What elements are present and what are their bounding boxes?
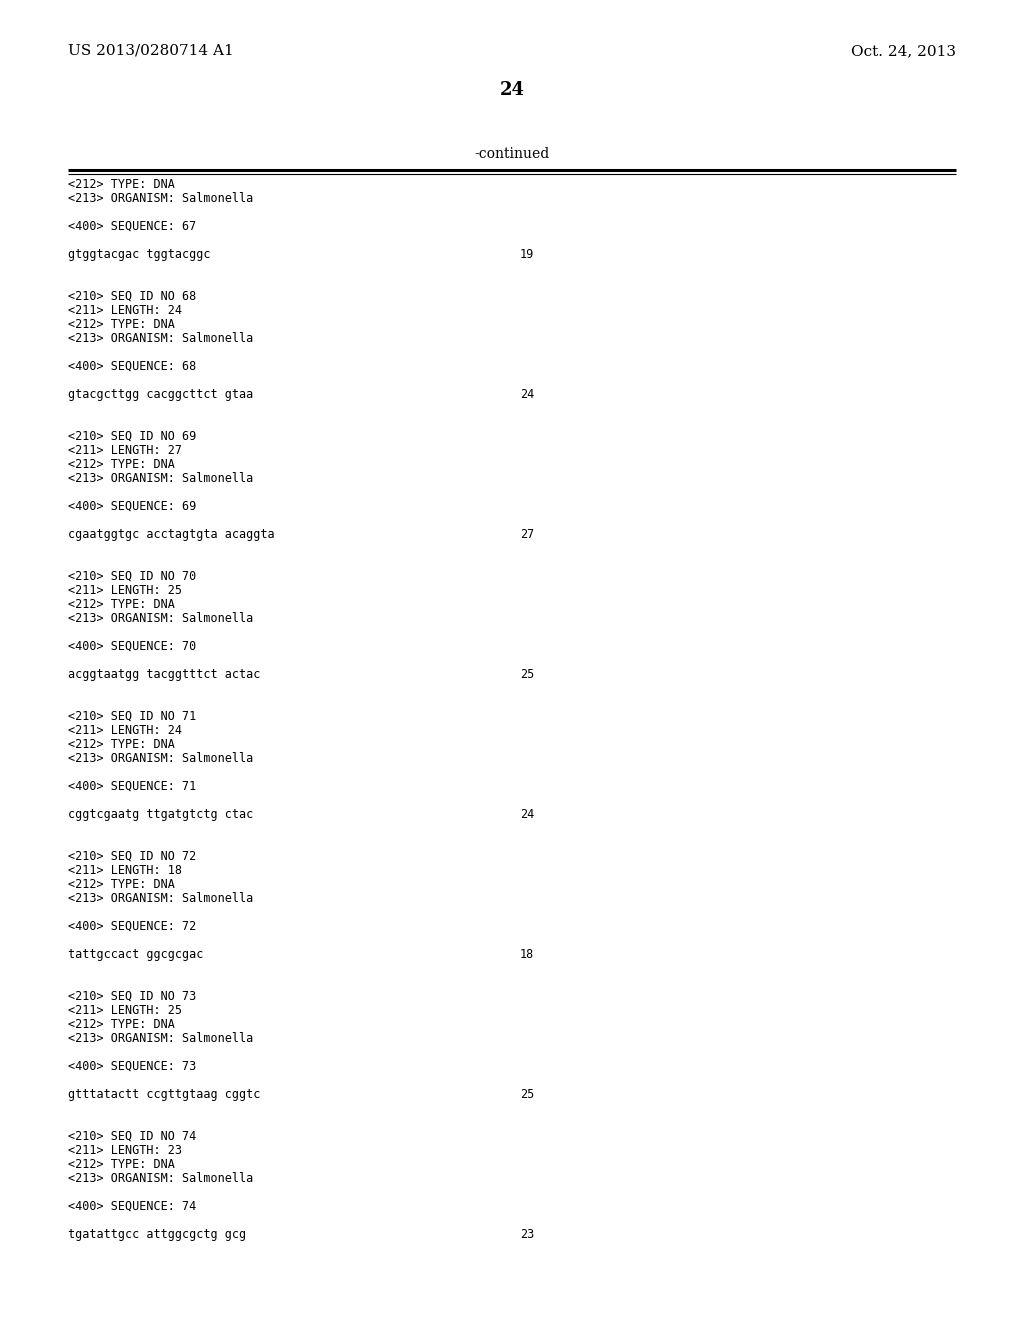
Text: <210> SEQ ID NO 73: <210> SEQ ID NO 73: [68, 990, 197, 1003]
Text: <212> TYPE: DNA: <212> TYPE: DNA: [68, 878, 175, 891]
Text: <213> ORGANISM: Salmonella: <213> ORGANISM: Salmonella: [68, 752, 253, 766]
Text: gtttatactt ccgttgtaag cggtc: gtttatactt ccgttgtaag cggtc: [68, 1088, 260, 1101]
Text: <210> SEQ ID NO 71: <210> SEQ ID NO 71: [68, 710, 197, 723]
Text: <213> ORGANISM: Salmonella: <213> ORGANISM: Salmonella: [68, 333, 253, 345]
Text: <212> TYPE: DNA: <212> TYPE: DNA: [68, 1018, 175, 1031]
Text: <211> LENGTH: 24: <211> LENGTH: 24: [68, 723, 182, 737]
Text: 24: 24: [520, 388, 535, 401]
Text: <400> SEQUENCE: 69: <400> SEQUENCE: 69: [68, 500, 197, 513]
Text: <400> SEQUENCE: 67: <400> SEQUENCE: 67: [68, 220, 197, 234]
Text: -continued: -continued: [474, 147, 550, 161]
Text: <213> ORGANISM: Salmonella: <213> ORGANISM: Salmonella: [68, 1172, 253, 1185]
Text: tattgccact ggcgcgac: tattgccact ggcgcgac: [68, 948, 204, 961]
Text: <211> LENGTH: 25: <211> LENGTH: 25: [68, 1005, 182, 1016]
Text: <210> SEQ ID NO 74: <210> SEQ ID NO 74: [68, 1130, 197, 1143]
Text: <400> SEQUENCE: 73: <400> SEQUENCE: 73: [68, 1060, 197, 1073]
Text: <400> SEQUENCE: 71: <400> SEQUENCE: 71: [68, 780, 197, 793]
Text: <212> TYPE: DNA: <212> TYPE: DNA: [68, 738, 175, 751]
Text: <213> ORGANISM: Salmonella: <213> ORGANISM: Salmonella: [68, 191, 253, 205]
Text: <213> ORGANISM: Salmonella: <213> ORGANISM: Salmonella: [68, 892, 253, 906]
Text: <212> TYPE: DNA: <212> TYPE: DNA: [68, 318, 175, 331]
Text: <211> LENGTH: 24: <211> LENGTH: 24: [68, 304, 182, 317]
Text: acggtaatgg tacggtttct actac: acggtaatgg tacggtttct actac: [68, 668, 260, 681]
Text: tgatattgcc attggcgctg gcg: tgatattgcc attggcgctg gcg: [68, 1228, 246, 1241]
Text: US 2013/0280714 A1: US 2013/0280714 A1: [68, 44, 233, 58]
Text: <212> TYPE: DNA: <212> TYPE: DNA: [68, 1158, 175, 1171]
Text: 23: 23: [520, 1228, 535, 1241]
Text: gtggtacgac tggtacggc: gtggtacgac tggtacggc: [68, 248, 211, 261]
Text: <400> SEQUENCE: 68: <400> SEQUENCE: 68: [68, 360, 197, 374]
Text: 18: 18: [520, 948, 535, 961]
Text: <400> SEQUENCE: 72: <400> SEQUENCE: 72: [68, 920, 197, 933]
Text: 24: 24: [500, 81, 524, 99]
Text: <210> SEQ ID NO 68: <210> SEQ ID NO 68: [68, 290, 197, 304]
Text: 19: 19: [520, 248, 535, 261]
Text: 25: 25: [520, 1088, 535, 1101]
Text: <211> LENGTH: 27: <211> LENGTH: 27: [68, 444, 182, 457]
Text: <212> TYPE: DNA: <212> TYPE: DNA: [68, 178, 175, 191]
Text: cggtcgaatg ttgatgtctg ctac: cggtcgaatg ttgatgtctg ctac: [68, 808, 253, 821]
Text: <210> SEQ ID NO 70: <210> SEQ ID NO 70: [68, 570, 197, 583]
Text: <212> TYPE: DNA: <212> TYPE: DNA: [68, 598, 175, 611]
Text: <213> ORGANISM: Salmonella: <213> ORGANISM: Salmonella: [68, 1032, 253, 1045]
Text: <210> SEQ ID NO 72: <210> SEQ ID NO 72: [68, 850, 197, 863]
Text: 25: 25: [520, 668, 535, 681]
Text: <213> ORGANISM: Salmonella: <213> ORGANISM: Salmonella: [68, 612, 253, 624]
Text: <213> ORGANISM: Salmonella: <213> ORGANISM: Salmonella: [68, 473, 253, 484]
Text: Oct. 24, 2013: Oct. 24, 2013: [851, 44, 956, 58]
Text: <212> TYPE: DNA: <212> TYPE: DNA: [68, 458, 175, 471]
Text: <210> SEQ ID NO 69: <210> SEQ ID NO 69: [68, 430, 197, 444]
Text: <211> LENGTH: 25: <211> LENGTH: 25: [68, 583, 182, 597]
Text: 27: 27: [520, 528, 535, 541]
Text: 24: 24: [520, 808, 535, 821]
Text: <211> LENGTH: 18: <211> LENGTH: 18: [68, 865, 182, 876]
Text: gtacgcttgg cacggcttct gtaa: gtacgcttgg cacggcttct gtaa: [68, 388, 253, 401]
Text: cgaatggtgc acctagtgta acaggta: cgaatggtgc acctagtgta acaggta: [68, 528, 274, 541]
Text: <400> SEQUENCE: 70: <400> SEQUENCE: 70: [68, 640, 197, 653]
Text: <211> LENGTH: 23: <211> LENGTH: 23: [68, 1144, 182, 1158]
Text: <400> SEQUENCE: 74: <400> SEQUENCE: 74: [68, 1200, 197, 1213]
